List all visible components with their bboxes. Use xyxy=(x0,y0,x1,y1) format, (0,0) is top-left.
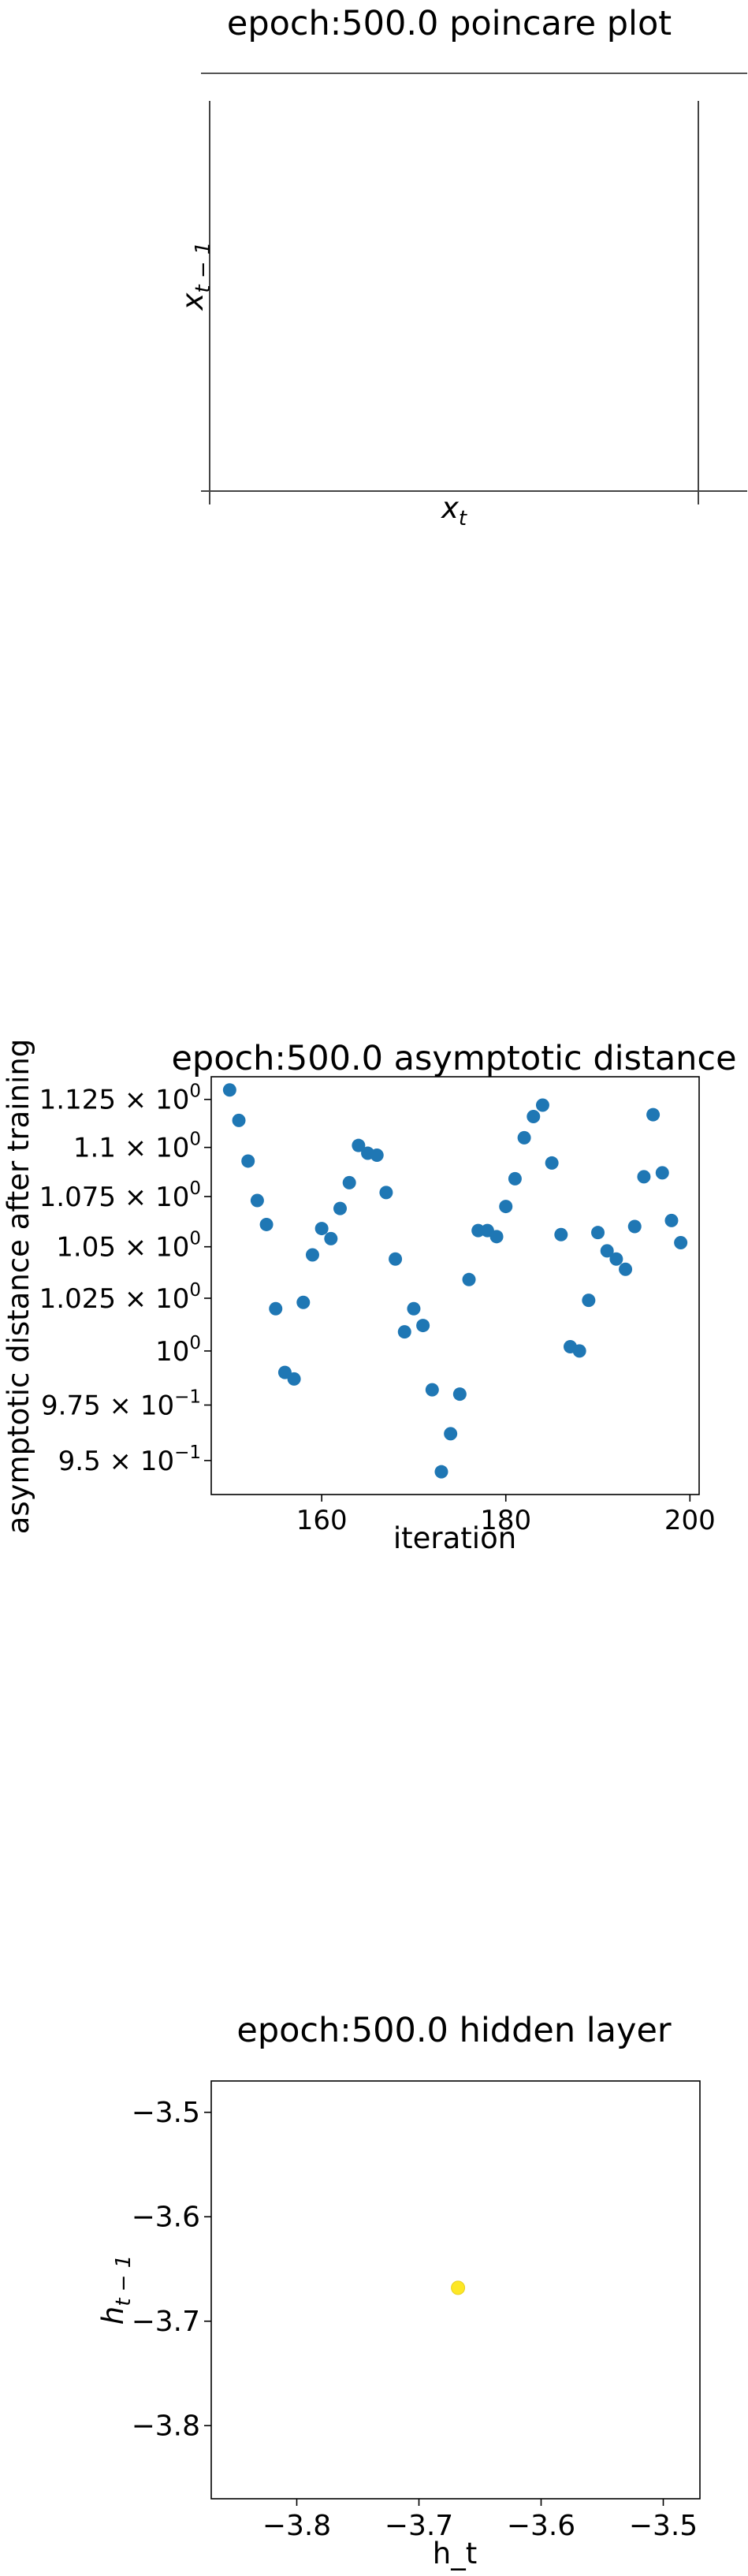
asym-point xyxy=(508,1171,522,1186)
asym-ytick-label: 1.1 × 100 xyxy=(73,1130,201,1164)
poincare-panel: epoch:500.0 poincare plot xt xt − 1 xyxy=(0,0,748,552)
asym-point xyxy=(572,1344,586,1358)
asym-point xyxy=(527,1110,541,1124)
asym-point xyxy=(582,1294,596,1308)
asym-point xyxy=(269,1301,283,1316)
asym-point xyxy=(545,1156,559,1170)
asymptotic-panel: epoch:500.0 asymptotic distance 9.5 × 10… xyxy=(0,1025,748,1576)
asym-point xyxy=(499,1200,513,1214)
hidden-points xyxy=(451,2280,466,2295)
hidden-ytick-label: −3.6 xyxy=(132,2201,200,2233)
asym-point xyxy=(241,1154,255,1168)
poincare-ylabel: xt − 1 xyxy=(176,242,215,311)
asymptotic-plot-frame xyxy=(210,1076,700,1495)
asym-point xyxy=(619,1262,633,1276)
hidden-xtick-label: −3.6 xyxy=(507,2510,575,2542)
asymptotic-title: epoch:500.0 asymptotic distance xyxy=(171,1039,736,1078)
asymptotic-y-ticks: 9.5 × 10−1 9.75 × 10−1 100 1.025 × 100 1.05 … xyxy=(39,1081,211,1477)
hidden-xtick-label: −3.8 xyxy=(262,2510,331,2542)
asym-xtick-label: 200 xyxy=(664,1505,716,1536)
asym-point xyxy=(452,1387,467,1402)
asym-point xyxy=(600,1244,614,1258)
asym-point xyxy=(416,1319,430,1333)
hidden-ytick-label: −3.7 xyxy=(132,2306,200,2338)
asym-point xyxy=(627,1219,642,1234)
asym-point xyxy=(535,1098,549,1112)
asym-point xyxy=(250,1193,264,1208)
poincare-xlabel: xt xyxy=(441,491,467,530)
hidden-layer-chart: epoch:500.0 hidden layer −3.5−3.6−3.7−3.… xyxy=(96,2011,701,2570)
hidden-ylabel: ht − 1 xyxy=(96,2255,136,2325)
asym-point xyxy=(333,1201,348,1215)
asym-ytick-label: 1.05 × 100 xyxy=(56,1229,201,1264)
asym-point xyxy=(370,1148,384,1163)
asym-point xyxy=(609,1252,623,1266)
asym-point xyxy=(664,1213,679,1227)
asym-point xyxy=(232,1113,246,1127)
asym-point xyxy=(389,1252,403,1266)
asym-point xyxy=(434,1465,448,1479)
hidden-ytick-label: −3.8 xyxy=(132,2410,200,2442)
asym-ytick-label: 9.5 × 10−1 xyxy=(58,1442,201,1477)
asym-point xyxy=(471,1223,486,1238)
asym-point xyxy=(462,1272,476,1286)
asym-point xyxy=(397,1325,411,1339)
asym-point xyxy=(444,1427,458,1441)
asym-point xyxy=(655,1166,669,1180)
poincare-plot: epoch:500.0 poincare plot xt xt − 1 xyxy=(176,4,747,530)
asym-point xyxy=(674,1236,688,1250)
asym-ytick-label: 1.025 × 100 xyxy=(39,1280,201,1315)
asym-point xyxy=(407,1301,421,1316)
asym-point xyxy=(314,1222,329,1236)
hidden-y-ticks: −3.5 −3.6 −3.7 −3.8 xyxy=(132,2097,211,2442)
asym-ytick-label: 9.75 × 10−1 xyxy=(41,1387,201,1421)
asym-point xyxy=(259,1217,274,1231)
hidden-layer-panel: epoch:500.0 hidden layer −3.5 −3.6 −3.7 −3.… xyxy=(0,1971,748,2576)
hidden-xtick-label: −3.5 xyxy=(629,2510,698,2542)
asym-ytick-label: 100 xyxy=(155,1333,201,1368)
asym-xtick-label: 160 xyxy=(296,1505,348,1536)
asym-point xyxy=(296,1295,311,1309)
hidden-point xyxy=(451,2280,466,2295)
asym-point xyxy=(637,1170,651,1184)
asymptotic-ylabel: asymptotic distance after training xyxy=(2,1039,35,1535)
asym-point xyxy=(287,1372,301,1386)
asym-point xyxy=(646,1107,661,1122)
asym-point xyxy=(489,1230,504,1244)
asym-ytick-label: 1.125 × 100 xyxy=(39,1081,201,1116)
asym-point xyxy=(591,1226,605,1240)
asym-point xyxy=(425,1383,439,1397)
hidden-plot-frame xyxy=(210,2080,701,2500)
asym-xtick-label: 180 xyxy=(480,1505,531,1536)
hidden-xtick-label: −3.7 xyxy=(385,2510,453,2542)
asym-point xyxy=(554,1227,568,1241)
hidden-title: epoch:500.0 hidden layer xyxy=(236,2011,672,2050)
asym-point xyxy=(324,1231,338,1245)
asymptotic-xlabel: iteration xyxy=(393,1521,516,1555)
asym-point xyxy=(342,1175,356,1189)
asym-point xyxy=(222,1083,236,1097)
asymptotic-x-ticks: 160 180 200 xyxy=(296,1495,716,1536)
asymptotic-distance-chart: epoch:500.0 asymptotic distance 9.5 × 10… xyxy=(2,1039,737,1555)
asym-point xyxy=(517,1130,531,1145)
hidden-xlabel: h_t xyxy=(433,2537,477,2570)
asym-point xyxy=(305,1248,319,1262)
asym-point xyxy=(352,1138,366,1152)
asymptotic-points xyxy=(222,1083,688,1479)
hidden-ytick-label: −3.5 xyxy=(132,2097,200,2129)
asym-ytick-label: 1.075 × 100 xyxy=(39,1178,201,1213)
poincare-title: epoch:500.0 poincare plot xyxy=(227,4,672,43)
asym-point xyxy=(379,1186,393,1200)
hidden-x-ticks: −3.8 −3.7 −3.6 −3.5 xyxy=(262,2499,698,2542)
